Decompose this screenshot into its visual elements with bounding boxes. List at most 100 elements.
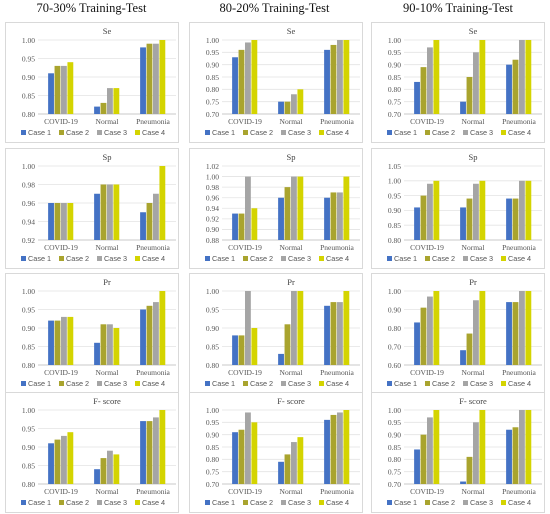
bar-case-1-covid-19: [414, 322, 420, 365]
legend-label: Case 4: [326, 379, 349, 388]
legend-swatch: [501, 500, 506, 505]
legend-swatch: [281, 500, 286, 505]
legend-label: Case 2: [250, 128, 273, 137]
y-tick-label: 0.95: [22, 54, 35, 63]
y-tick-label: 1.02: [206, 162, 219, 171]
legend-label: Case 2: [432, 128, 455, 137]
x-category-label: Normal: [96, 117, 119, 126]
bar-case-1-covid-19: [232, 432, 238, 484]
bar-case-2-covid-19: [238, 335, 245, 365]
bar-case-3-pneumonia: [519, 40, 525, 114]
legend-swatch: [135, 500, 140, 505]
legend-swatch: [205, 500, 210, 505]
legend-swatch: [97, 130, 102, 135]
legend-label: Case 4: [142, 128, 165, 137]
y-tick-label: 0.95: [388, 191, 401, 200]
legend-label: Case 2: [66, 254, 89, 263]
bar-case-1-covid-19: [414, 207, 420, 240]
chart-se-col3: Se 0.70 0.75 0.80 0.85 0.90 0.95 1.00 COVID-19 No…: [371, 22, 545, 143]
y-tick-label: 0.90: [22, 324, 35, 333]
y-tick-label: 0.85: [22, 461, 35, 470]
legend-label: Case 4: [508, 128, 531, 137]
bar-case-2-pneumonia: [512, 59, 519, 114]
y-tick-label: 0.95: [22, 424, 35, 433]
bar-case-4-pneumonia: [343, 291, 350, 365]
x-category-label: COVID-19: [410, 368, 444, 377]
legend-swatch: [281, 256, 286, 261]
bar-case-3-pneumonia: [337, 412, 343, 484]
chart-svg: F- score 0.80 0.85 0.90 0.95 1.00 COVID-19 Norm…: [21, 396, 176, 507]
y-tick-label: 0.90: [206, 225, 219, 234]
legend-label: Case 1: [28, 379, 51, 388]
bar-case-2-normal: [284, 101, 291, 114]
legend-swatch: [97, 256, 102, 261]
bar-case-1-pneumonia: [324, 419, 330, 484]
legend-swatch: [21, 130, 26, 135]
bar-case-4-covid-19: [67, 316, 74, 365]
bar-case-4-covid-19: [433, 410, 440, 484]
bar-case-2-covid-19: [238, 213, 245, 240]
bar-case-4-normal: [297, 291, 304, 365]
x-category-label: COVID-19: [228, 487, 262, 496]
y-tick-label: 0.75: [388, 97, 401, 106]
bar-case-4-pneumonia: [525, 410, 532, 484]
bar-case-4-normal: [479, 410, 486, 484]
x-category-label: Pneumonia: [136, 487, 170, 496]
y-tick-label: 0.90: [388, 305, 401, 314]
y-tick-label: 0.80: [22, 361, 35, 370]
bar-case-3-normal: [473, 300, 479, 365]
bar-case-4-normal: [479, 40, 486, 114]
legend-label: Case 3: [288, 498, 311, 507]
legend-label: Case 4: [508, 498, 531, 507]
y-tick-label: 0.80: [206, 85, 219, 94]
bar-case-1-normal: [460, 207, 466, 240]
legend-label: Case 2: [432, 254, 455, 263]
chart-title: F- score: [459, 396, 487, 406]
chart-svg: Sp 0.92 0.94 0.96 0.98 1.00 COVID-19 Normal Pneu…: [21, 152, 176, 263]
y-tick-label: 0.90: [206, 60, 219, 69]
legend-swatch: [425, 256, 430, 261]
legend-label: Case 1: [212, 379, 235, 388]
x-category-label: Normal: [462, 243, 485, 252]
bar-case-4-covid-19: [251, 422, 258, 484]
chart-svg: Se 0.80 0.85 0.90 0.95 1.00 COVID-19 Normal Pneu…: [21, 26, 176, 137]
bar-case-1-covid-19: [414, 81, 420, 114]
y-tick-label: 0.60: [388, 361, 401, 370]
legend-swatch: [205, 130, 210, 135]
bar-case-2-normal: [284, 187, 291, 240]
x-category-label: Pneumonia: [136, 243, 170, 252]
bar-case-1-pneumonia: [324, 197, 330, 240]
bar-case-3-pneumonia: [337, 302, 343, 365]
legend-swatch: [463, 130, 468, 135]
legend-swatch: [281, 381, 286, 386]
chart-svg: Pr 0.80 0.85 0.90 0.95 1.00 COVID-19 Normal Pneu…: [205, 277, 360, 388]
bar-case-3-pneumonia: [519, 180, 525, 240]
legend-swatch: [243, 381, 248, 386]
x-category-label: Normal: [96, 243, 119, 252]
bar-case-3-pneumonia: [153, 43, 159, 115]
legend-label: Case 4: [326, 498, 349, 507]
bar-case-3-pneumonia: [153, 193, 159, 240]
y-tick-label: 0.70: [206, 480, 219, 489]
y-tick-label: 0.80: [22, 110, 35, 119]
x-category-label: COVID-19: [410, 487, 444, 496]
x-category-label: COVID-19: [44, 487, 78, 496]
legend-swatch: [319, 381, 324, 386]
bar-case-3-normal: [291, 442, 297, 484]
bar-case-3-normal: [107, 450, 113, 484]
y-tick-label: 0.85: [206, 73, 219, 82]
bar-case-4-covid-19: [433, 180, 440, 240]
y-tick-label: 0.90: [388, 430, 401, 439]
bar-case-3-normal: [107, 184, 113, 240]
y-tick-label: 0.80: [388, 324, 401, 333]
bar-case-4-normal: [297, 176, 304, 240]
legend-swatch: [59, 256, 64, 261]
y-tick-label: 0.80: [206, 361, 219, 370]
bar-case-4-normal: [297, 89, 304, 114]
bar-case-1-normal: [94, 193, 100, 240]
y-tick-label: 0.70: [388, 342, 401, 351]
bar-case-4-pneumonia: [343, 40, 350, 114]
x-category-label: COVID-19: [228, 368, 262, 377]
x-category-label: Pneumonia: [320, 368, 354, 377]
x-category-label: Pneumonia: [502, 243, 536, 252]
